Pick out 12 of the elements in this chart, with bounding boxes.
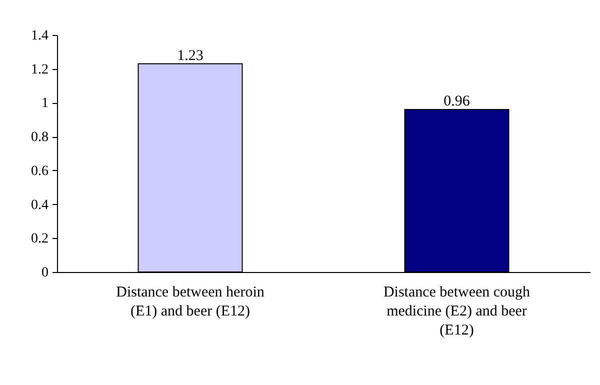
x-tick-label: Distance between heroin (E1) and beer (E12) bbox=[116, 284, 265, 320]
y-tick-label: 1 bbox=[42, 96, 48, 112]
data-label: 0.96 bbox=[444, 93, 470, 110]
x-tick-label: Distance between cough medicine (E2) and beer (E12) bbox=[383, 284, 531, 338]
y-tick-label: 1.2 bbox=[31, 62, 48, 78]
y-tick-label: 1.4 bbox=[31, 28, 48, 44]
y-tick-label: 0.4 bbox=[31, 198, 48, 213]
y-tick-label: 0.8 bbox=[31, 130, 48, 146]
data-label: 1.23 bbox=[177, 48, 204, 64]
y-tick-label: 0 bbox=[42, 266, 48, 280]
y-tick-label: 0.2 bbox=[31, 232, 48, 247]
y-tick-label: 0.6 bbox=[31, 164, 48, 179]
